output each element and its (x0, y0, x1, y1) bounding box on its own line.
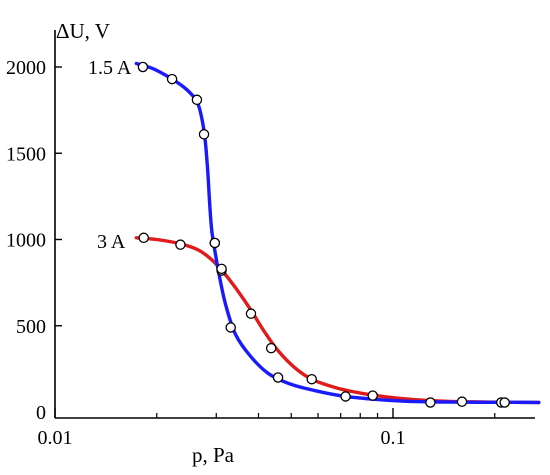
series-line-1-5-a (134, 61, 541, 405)
x-axis-title: p, Pa (192, 443, 235, 467)
curves (134, 61, 541, 405)
y-tick-label-0: 0 (36, 402, 46, 424)
labels: ΔU, V p, Pa 1.5 A 3 A (56, 19, 235, 467)
data-point-1-5-a-6 (225, 322, 236, 333)
data-point-3-a-4 (245, 308, 257, 319)
series-line-3-a (134, 236, 541, 405)
data-point-3-a-7 (367, 390, 378, 401)
axes: 0 500 1000 1500 2000 0.01 0.1 (6, 30, 535, 449)
data-point-3-a-2 (209, 237, 221, 249)
y-tick-label-500: 500 (16, 316, 46, 338)
data-point-1-5-a-7 (272, 372, 284, 383)
data-point-1-5-a-1 (166, 73, 178, 85)
y-tick-label-1500: 1500 (6, 143, 46, 165)
data-point-1-5-a-0 (137, 61, 149, 73)
markers (137, 61, 510, 408)
data-point-3-a-3 (216, 263, 227, 275)
data-point-3-a-8 (456, 396, 468, 407)
data-point-3-a-5 (265, 342, 277, 354)
x-tick-label-0.01: 0.01 (38, 427, 73, 449)
data-point-3-a-9 (499, 397, 510, 408)
data-point-3-a-1 (175, 239, 186, 250)
data-point-1-5-a-9 (425, 397, 436, 408)
series-label-3a: 3 A (97, 231, 126, 253)
data-point-1-5-a-2 (191, 94, 203, 106)
data-point-3-a-0 (138, 232, 149, 244)
data-point-1-5-a-8 (340, 391, 351, 402)
y-tick-label-1000: 1000 (6, 230, 46, 252)
x-tick-label-0.1: 0.1 (381, 427, 406, 449)
data-point-1-5-a-3 (198, 129, 210, 140)
y-axis-title: ΔU, V (56, 19, 110, 43)
y-tick-label-2000: 2000 (6, 57, 46, 79)
data-point-3-a-6 (306, 373, 318, 385)
series-label-1-5a: 1.5 A (88, 57, 132, 79)
